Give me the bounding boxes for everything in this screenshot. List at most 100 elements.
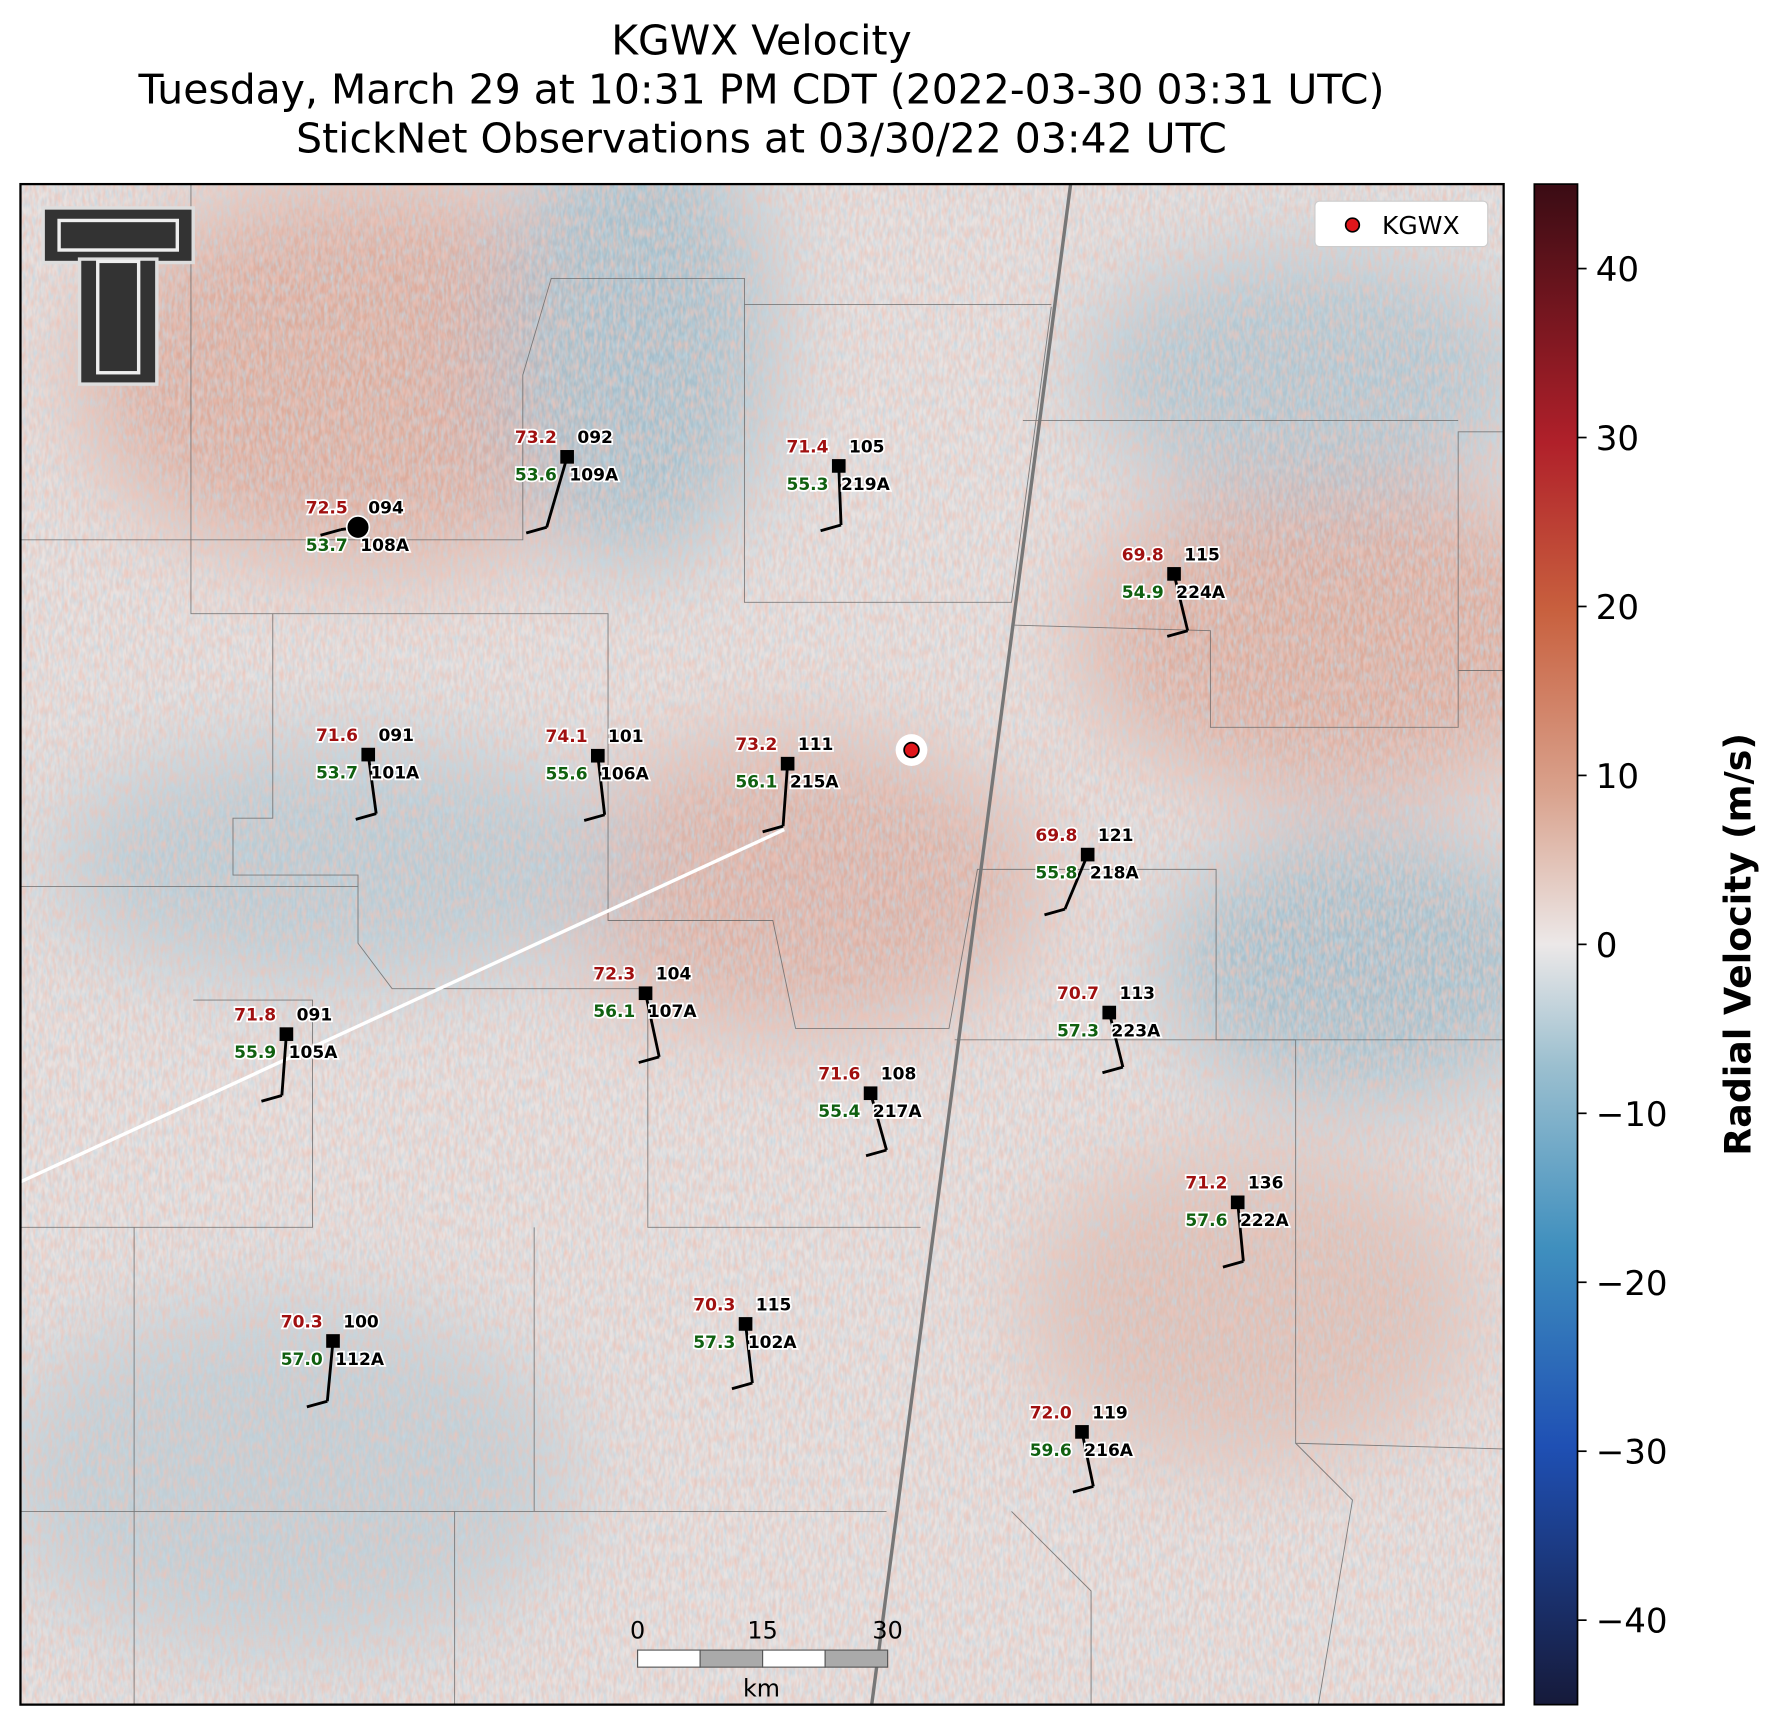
station-marker — [1230, 1195, 1245, 1210]
dewpoint: 53.6 — [515, 466, 557, 486]
station-id: 219A — [841, 475, 891, 495]
wind-barb — [596, 755, 607, 815]
wind-barb-flag — [583, 813, 606, 822]
temperature: 73.2 — [515, 428, 557, 448]
colorbar-label: Radial Velocity (m/s) — [1716, 733, 1759, 1156]
station: 69.8 121 55.8 218A — [1034, 824, 1141, 917]
station-id: 107A — [648, 1002, 698, 1022]
colorbar-tick-label: 30 — [1596, 419, 1639, 459]
wind-barb-flag — [1044, 907, 1066, 917]
colorbar — [1533, 183, 1579, 1706]
dewpoint: 57.0 — [281, 1350, 323, 1370]
station-code: 101 — [608, 727, 644, 747]
station-code: 115 — [1184, 545, 1220, 565]
dewpoint: 57.3 — [1057, 1021, 1099, 1041]
wind-barb — [366, 754, 378, 814]
wind-barb — [1107, 1012, 1125, 1068]
wind-barb-flag — [820, 523, 842, 533]
temperature: 71.8 — [234, 1006, 276, 1026]
station-id: 105A — [289, 1043, 339, 1063]
colorbar-tick-label: −10 — [1596, 1095, 1668, 1135]
wind-barb — [1236, 1202, 1245, 1262]
colorbar-tick-label: −40 — [1596, 1602, 1668, 1642]
station-code: 119 — [1092, 1403, 1128, 1423]
station-code: 108 — [881, 1065, 917, 1085]
station-id: 101A — [371, 763, 421, 783]
wind-barb — [1172, 573, 1190, 632]
dewpoint: 55.8 — [1035, 863, 1077, 883]
station-id: 222A — [1240, 1211, 1290, 1231]
station-marker — [1080, 847, 1095, 862]
colorbar-tick-label: 20 — [1596, 588, 1639, 628]
temperature: 73.2 — [735, 735, 777, 755]
station: 71.6 091 53.7 101A — [314, 724, 422, 821]
station-marker — [560, 450, 574, 464]
station: 74.1 101 55.6 106A — [544, 725, 651, 822]
station-code: 104 — [656, 965, 692, 985]
scale-tick-label: 15 — [747, 1617, 777, 1645]
station: 73.2 092 53.6 109A — [513, 427, 621, 535]
dewpoint: 55.4 — [818, 1102, 860, 1122]
dewpoint: 56.1 — [735, 773, 777, 793]
station: 70.3 100 57.0 112A — [279, 1311, 387, 1409]
station-marker — [326, 1334, 340, 1348]
station-code: 111 — [798, 735, 834, 755]
station: 71.4 105 55.3 219A — [785, 436, 892, 533]
station: 71.6 108 55.4 217A — [817, 1063, 924, 1158]
wind-barb-flag — [306, 1399, 328, 1409]
dewpoint: 53.7 — [306, 536, 348, 556]
station-id: 112A — [335, 1350, 385, 1370]
station-id: 109A — [569, 466, 619, 486]
wind-barb-flag — [762, 824, 784, 834]
colorbar-tick-label: −30 — [1596, 1433, 1668, 1473]
station-marker — [1102, 1005, 1117, 1020]
subtitle: Tuesday, March 29 at 10:31 PM CDT (2022-… — [138, 65, 1385, 113]
temperature: 72.5 — [306, 499, 348, 519]
station-code: 105 — [849, 437, 885, 457]
wind-barb-flag — [731, 1381, 753, 1391]
temperature: 70.3 — [693, 1295, 735, 1315]
station-marker — [738, 1317, 753, 1331]
temperature: 74.1 — [546, 727, 588, 747]
dewpoint: 57.6 — [1185, 1211, 1227, 1231]
station-id: 102A — [748, 1333, 798, 1353]
wind-barb — [1063, 854, 1089, 910]
plot-frame — [19, 182, 1505, 1706]
legend-box — [1314, 200, 1489, 248]
dewpoint: 53.7 — [316, 763, 358, 783]
station-id: 224A — [1176, 583, 1226, 603]
station-marker — [1167, 567, 1181, 581]
temperature: 69.8 — [1122, 545, 1164, 565]
station: 71.2 136 57.6 222A — [1184, 1172, 1291, 1269]
dewpoint: 59.6 — [1030, 1441, 1072, 1461]
legend: KGWX — [1314, 200, 1489, 248]
colorbar-tick-label: 10 — [1596, 757, 1639, 797]
station-marker — [638, 986, 653, 1001]
scale-tick-label: 0 — [630, 1617, 645, 1645]
station-id: 217A — [873, 1102, 923, 1122]
wind-barb-flag — [355, 812, 377, 821]
radar-site — [903, 741, 920, 759]
wind-barb — [781, 763, 790, 827]
wind-barb — [744, 1323, 754, 1384]
dewpoint: 57.3 — [693, 1333, 735, 1353]
station-code: 091 — [378, 726, 414, 746]
colorbar-tick-label: 40 — [1596, 250, 1639, 290]
wind-barb — [1080, 1431, 1095, 1487]
station-id: 215A — [790, 773, 840, 793]
wind-barb — [325, 1340, 335, 1402]
dewpoint: 55.3 — [786, 475, 828, 495]
station: 70.3 115 57.3 102A — [692, 1294, 799, 1391]
wind-barb — [644, 992, 661, 1058]
wind-barb-flag — [1166, 629, 1189, 638]
station-code: 100 — [343, 1312, 379, 1332]
legend-label: KGWX — [1382, 211, 1460, 240]
station-id: 108A — [360, 536, 410, 556]
station: 72.5 094 53.7 108A — [304, 497, 412, 558]
dewpoint: 54.9 — [1122, 583, 1164, 603]
station-code: 121 — [1098, 826, 1134, 846]
dewpoint: 55.6 — [546, 765, 588, 785]
station: 71.8 091 55.9 105A — [232, 1004, 340, 1103]
wind-barb-flag — [865, 1148, 887, 1158]
